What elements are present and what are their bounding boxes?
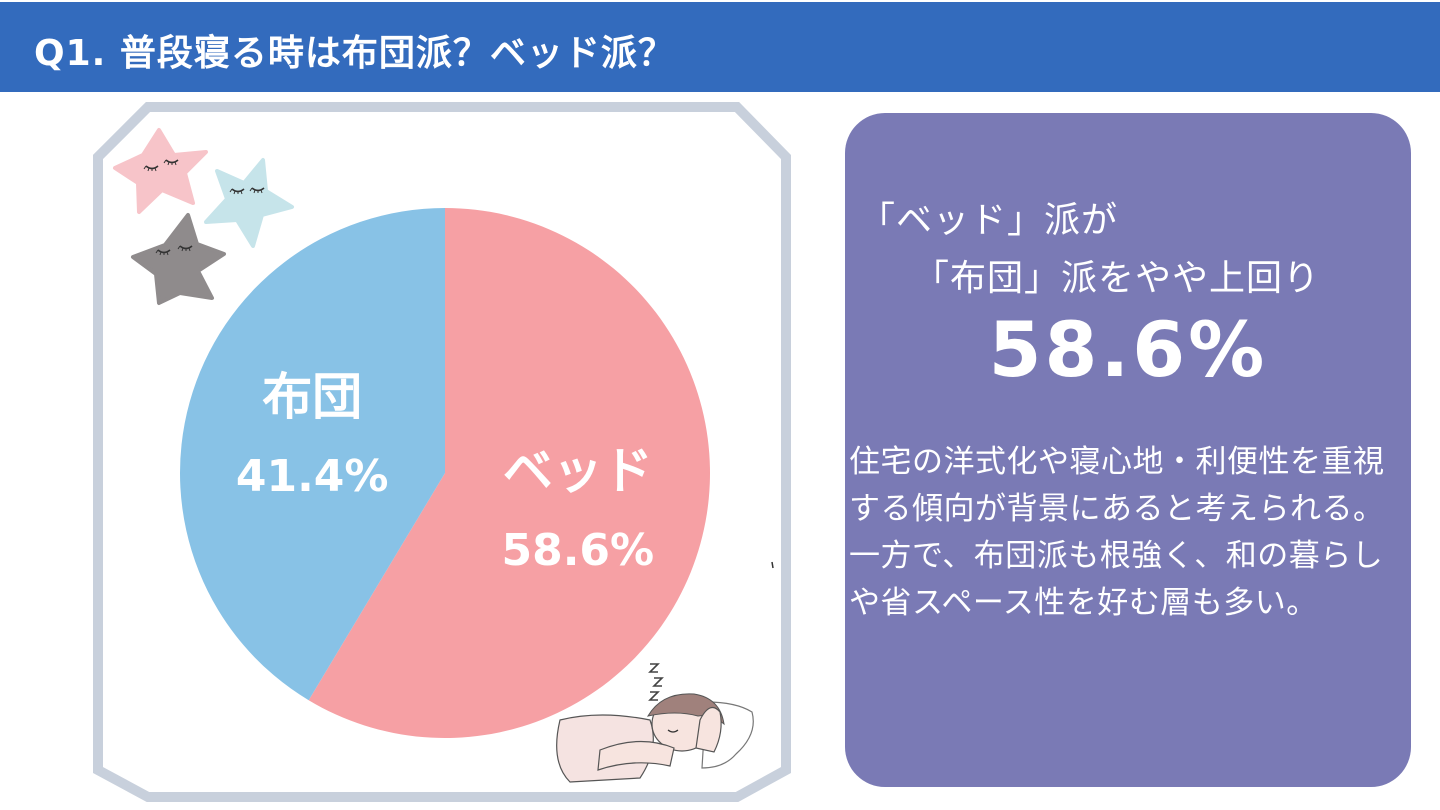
sleeping-person-illustration (556, 693, 754, 783)
headline-line-2: 「布団」派をやや上回り (913, 258, 1321, 299)
pie-slice-1 (179, 208, 445, 701)
page-title: Q1. 普段寝る時は布団派？ベッド派？ (34, 33, 675, 74)
chart-area: ベッド 58.6% 布団 41.4% (93, 102, 791, 802)
header-bar: Q1. 普段寝る時は布団派？ベッド派？ (0, 0, 1440, 92)
zzz-icon (648, 663, 664, 701)
pie-label-category-1: 布団 (262, 368, 362, 426)
pie-label-value-0: 58.6% (501, 525, 654, 576)
headline-percent: 58.6% (988, 305, 1268, 394)
pie-label-value-1: 41.4% (236, 451, 389, 502)
stray-mark (771, 561, 774, 569)
gray-star-icon (131, 213, 226, 305)
pie-label-category-0: ベッド (503, 442, 653, 500)
summary-panel: 「ベッド」派が 「布団」派をやや上回り 58.6% 住宅の洋式化や寝心地・利便性… (845, 113, 1411, 787)
pie-chart: ベッド 58.6% 布団 41.4% (179, 208, 710, 738)
light-blue-star-icon (204, 158, 294, 248)
headline-line-1: 「ベッド」派が (859, 200, 1119, 241)
pink-star-icon (113, 128, 208, 214)
summary-body-text: 住宅の洋式化や寝心地・利便性を重視する傾向が背景にあると考えられる。一方で、布団… (849, 444, 1385, 621)
pie-slice-0 (308, 208, 710, 738)
